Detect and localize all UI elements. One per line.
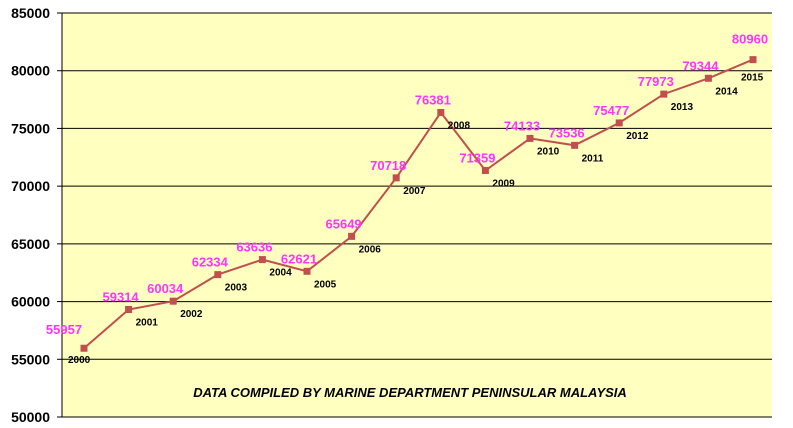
gridlines: [62, 12, 772, 418]
marker-2009: [481, 166, 489, 174]
x-tick-label-2011: 2011: [582, 153, 604, 164]
x-tick-label-2010: 2010: [537, 146, 560, 157]
data-label-2006: 65649: [326, 216, 362, 231]
series-line: [83, 58, 754, 349]
plot-area: [62, 13, 772, 417]
marker-2007: [392, 174, 400, 182]
data-label-2007: 70718: [370, 158, 406, 173]
marker-2004: [258, 256, 266, 264]
marker-2000: [80, 344, 88, 352]
marker-2011: [571, 141, 579, 149]
marker-2001: [125, 305, 133, 313]
x-tick-label-2001: 2001: [136, 317, 159, 328]
marker-2015: [749, 56, 757, 64]
marker-2005: [303, 267, 311, 275]
y-tick-label: 50000: [11, 409, 50, 425]
data-label-2000: 55957: [46, 322, 82, 337]
x-tick-labels: 2000 2001 2002 2003 2004 2005 2006 2007 2008 2009…: [68, 73, 764, 367]
data-label-2004: 63636: [236, 240, 272, 255]
x-tick-label-2000: 2000: [68, 355, 91, 366]
x-tick-label-2008: 2008: [448, 120, 471, 131]
source-note: DATA COMPILED BY MARINE DEPARTMENT PENIN…: [193, 385, 627, 400]
y-axis: 50000 55000 60000 65000 70000 75000 80000 85000: [11, 5, 63, 425]
data-label-2013: 77973: [638, 74, 674, 89]
x-tick-label-2004: 2004: [269, 268, 292, 279]
data-label-2011: 73536: [549, 125, 585, 140]
y-tick-label: 60000: [11, 294, 50, 310]
x-tick-label-2015: 2015: [741, 73, 764, 84]
x-tick-label-2007: 2007: [403, 186, 426, 197]
data-label-2015: 80960: [732, 32, 768, 47]
y-tick-label: 75000: [11, 120, 50, 136]
marker-2012: [615, 119, 623, 127]
y-tick-label: 65000: [11, 236, 50, 252]
marker-2010: [526, 134, 534, 142]
x-tick-label-2006: 2006: [359, 244, 382, 255]
x-tick-label-2012: 2012: [626, 131, 649, 142]
x-tick-label-2003: 2003: [225, 283, 248, 294]
marker-2008: [437, 108, 445, 116]
marker-2003: [214, 271, 222, 279]
x-tick-label-2005: 2005: [314, 279, 337, 290]
data-label-2003: 62334: [192, 255, 229, 270]
data-label-2005: 62621: [281, 251, 317, 266]
data-label-2001: 59314: [103, 289, 140, 304]
data-label-2009: 71359: [459, 150, 495, 165]
data-labels: 55957 59314 60034 62334 63636 62621 65649 70718…: [46, 32, 768, 338]
data-label-2002: 60034: [147, 281, 184, 296]
data-label-2012: 75477: [593, 103, 629, 118]
y-tick-label: 85000: [11, 5, 50, 21]
data-label-2014: 79344: [682, 58, 719, 73]
x-tick-label-2013: 2013: [671, 102, 694, 113]
y-tick-label: 80000: [11, 63, 50, 79]
marker-2002: [169, 297, 177, 305]
y-tick-label: 70000: [11, 178, 50, 194]
marker-2006: [348, 232, 356, 240]
y-tick-label: 55000: [11, 351, 50, 367]
x-tick-label-2002: 2002: [180, 309, 203, 320]
x-tick-label-2014: 2014: [715, 86, 738, 97]
marker-2013: [660, 90, 668, 98]
data-label-2008: 76381: [415, 92, 451, 107]
x-tick-label-2009: 2009: [492, 178, 515, 189]
marker-2014: [704, 74, 712, 82]
data-label-2010: 74133: [504, 118, 540, 133]
markers: [80, 56, 757, 352]
